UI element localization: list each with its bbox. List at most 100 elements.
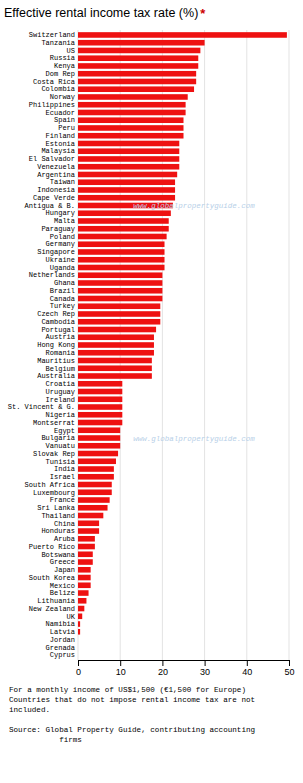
bar — [78, 48, 200, 54]
bar — [78, 528, 99, 534]
grid-line — [289, 30, 290, 660]
bar — [78, 241, 165, 247]
x-tick-mark — [289, 660, 290, 666]
footnote: included. — [9, 706, 50, 714]
bar — [78, 443, 120, 449]
bar — [78, 497, 110, 503]
x-tick-mark — [120, 660, 121, 666]
x-tick: 20 — [158, 660, 168, 677]
bar — [78, 164, 179, 170]
y-axis: SwitzerlandTanzaniaUSRussiaKenyaDom RepC… — [8, 31, 76, 659]
bar — [78, 226, 169, 232]
x-tick-mark — [247, 660, 248, 666]
bar — [78, 55, 198, 61]
footnote: firms — [9, 736, 82, 744]
bar — [78, 520, 99, 526]
bar — [78, 319, 160, 325]
x-axis-line — [79, 660, 290, 661]
bar — [78, 389, 122, 395]
bar — [78, 86, 194, 92]
bar — [78, 117, 184, 123]
bar — [78, 280, 162, 286]
x-tick-mark — [162, 660, 163, 666]
chart: 0 10 20 30 40 50 SwitzerlandTanzaniaUSRussiaKe… — [0, 0, 303, 783]
x-tick: 10 — [116, 660, 126, 677]
footnote: For a monthly income of US$1,500 (€1,500… — [9, 686, 246, 694]
bar — [78, 358, 152, 364]
x-tick-label: 40 — [242, 667, 252, 677]
watermark: www.globalpropertyguide.com — [133, 202, 255, 210]
bar — [78, 427, 120, 433]
bar — [78, 79, 196, 85]
bar — [78, 637, 79, 643]
y-tick-label: Cyprus — [50, 651, 75, 659]
bar — [78, 466, 114, 472]
bar — [78, 575, 91, 581]
title-asterisk: * — [200, 6, 206, 21]
grid-line — [204, 30, 205, 660]
bar — [78, 613, 82, 619]
bar — [78, 489, 112, 495]
bar — [78, 141, 179, 147]
bar — [78, 210, 171, 216]
bar — [78, 156, 179, 162]
bar — [78, 365, 152, 371]
bar — [78, 102, 186, 108]
footnote: Countries that do not impose rental inco… — [9, 696, 255, 704]
x-tick: 50 — [284, 660, 294, 677]
bar — [78, 311, 160, 317]
bar — [78, 559, 93, 565]
bar — [78, 63, 198, 69]
bar — [78, 32, 287, 38]
bar — [78, 303, 160, 309]
x-tick-label: 10 — [116, 667, 126, 677]
bar — [78, 373, 152, 379]
bar — [78, 381, 122, 387]
bar — [78, 629, 80, 635]
bar — [78, 451, 118, 457]
bar — [78, 350, 154, 356]
bar — [78, 606, 84, 612]
bar — [78, 342, 154, 348]
bar — [78, 458, 116, 464]
bar — [78, 125, 184, 131]
bar — [78, 644, 79, 650]
title: Effective rental income tax rate (%) — [4, 6, 198, 20]
x-tick: 0 — [76, 660, 81, 677]
bar — [78, 435, 120, 441]
x-tick-mark — [205, 660, 206, 666]
x-tick-mark — [78, 660, 79, 666]
bar — [78, 404, 122, 410]
bar — [78, 133, 184, 139]
bar — [78, 482, 112, 488]
grid-line — [246, 30, 247, 660]
bar — [78, 513, 103, 519]
bar — [78, 272, 162, 278]
x-tick: 40 — [242, 660, 252, 677]
bar — [78, 420, 122, 426]
bars — [78, 32, 287, 634]
bar — [78, 40, 205, 46]
bar — [78, 334, 154, 340]
bar — [78, 474, 114, 480]
bar — [78, 536, 95, 542]
bar — [78, 590, 89, 596]
bar — [78, 172, 177, 178]
grid — [78, 30, 289, 660]
bar — [78, 187, 175, 193]
footnote: Source: Global Property Guide, contribut… — [9, 726, 255, 734]
y-tick: Cyprus — [50, 651, 75, 659]
bar — [78, 179, 175, 185]
bar — [78, 257, 165, 263]
watermark: www.globalpropertyguide.com — [133, 435, 255, 443]
bar — [78, 582, 91, 588]
x-tick-label: 0 — [76, 667, 81, 677]
bar — [78, 652, 79, 658]
x-tick: 30 — [200, 660, 210, 677]
bar — [78, 396, 122, 402]
bar — [78, 71, 196, 77]
bar — [78, 234, 167, 240]
bar — [78, 505, 108, 511]
footnotes: For a monthly income of US$1,500 (€1,500… — [9, 686, 255, 744]
bar — [78, 195, 175, 201]
